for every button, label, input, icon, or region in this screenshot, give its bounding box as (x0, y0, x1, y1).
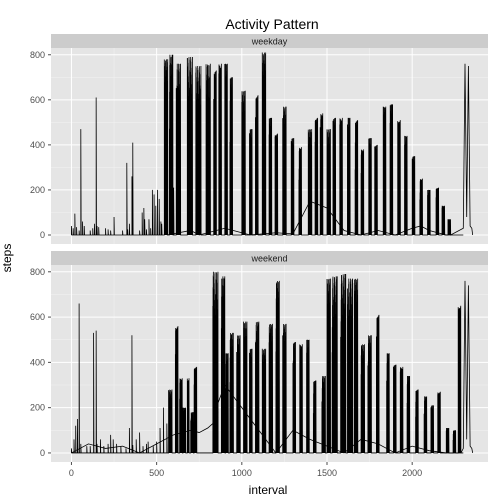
series-floor-weekend (71, 384, 464, 454)
y-tick-label: 0 (40, 230, 45, 240)
y-tick-label: 200 (30, 403, 45, 413)
y-axis-label: steps (0, 244, 14, 273)
y-tick-label: 600 (30, 95, 45, 105)
strip-label-weekday: weekday (251, 37, 288, 47)
y-ticks-weekend: 0 200 400 600 800 (30, 267, 51, 458)
series-floor-weekday (166, 200, 464, 236)
x-tick-label: 0 (69, 468, 74, 478)
series-line-weekend (71, 271, 474, 454)
strip-weekend (51, 251, 488, 265)
y-tick-label: 800 (30, 50, 45, 60)
y-tick-label: 600 (30, 312, 45, 322)
strip-weekday (51, 34, 488, 48)
y-tick-label: 0 (40, 448, 45, 458)
y-tick-label: 200 (30, 185, 45, 195)
series-weekend (71, 271, 474, 454)
x-tick-label: 1500 (317, 468, 337, 478)
x-ticks: 0 500 1000 1500 2000 (69, 462, 422, 478)
y-tick-label: 800 (30, 267, 45, 277)
x-tick-label: 2000 (402, 468, 422, 478)
x-axis-label: interval (249, 483, 288, 497)
x-tick-label: 1000 (232, 468, 252, 478)
chart-title: Activity Pattern (225, 16, 318, 32)
series-weekday (71, 52, 474, 236)
y-ticks-weekday: 0 200 400 600 800 (30, 50, 51, 240)
y-tick-label: 400 (30, 140, 45, 150)
panel-weekday: weekday 0 200 400 600 800 (30, 34, 488, 244)
panel-weekend: weekend 0 200 400 600 800 (30, 251, 488, 462)
y-tick-label: 400 (30, 357, 45, 367)
strip-label-weekend: weekend (250, 254, 287, 264)
series-line-weekday (71, 52, 474, 236)
x-tick-label: 500 (149, 468, 164, 478)
